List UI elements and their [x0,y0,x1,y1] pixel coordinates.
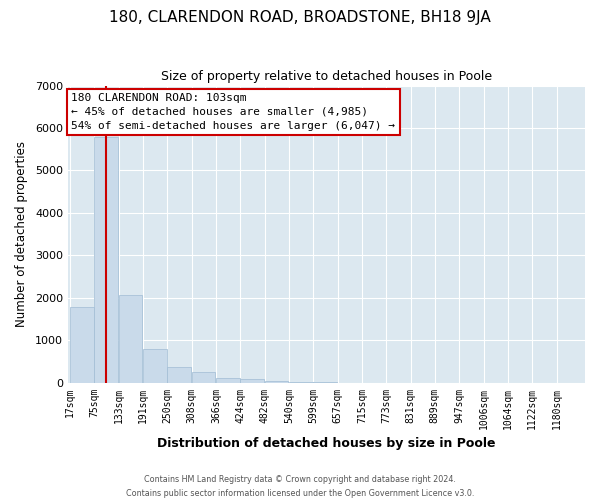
Bar [192,372,215,382]
Bar [143,348,167,382]
Text: Contains HM Land Registry data © Crown copyright and database right 2024.
Contai: Contains HM Land Registry data © Crown c… [126,476,474,498]
Bar [94,138,118,382]
Title: Size of property relative to detached houses in Poole: Size of property relative to detached ho… [161,70,492,83]
Text: 180, CLARENDON ROAD, BROADSTONE, BH18 9JA: 180, CLARENDON ROAD, BROADSTONE, BH18 9J… [109,10,491,25]
Bar [119,295,142,382]
X-axis label: Distribution of detached houses by size in Poole: Distribution of detached houses by size … [157,437,496,450]
Y-axis label: Number of detached properties: Number of detached properties [15,141,28,327]
Bar [70,307,94,382]
Text: 180 CLARENDON ROAD: 103sqm
← 45% of detached houses are smaller (4,985)
54% of s: 180 CLARENDON ROAD: 103sqm ← 45% of deta… [71,93,395,131]
Bar [167,367,191,382]
Bar [216,378,239,382]
Bar [240,380,264,382]
